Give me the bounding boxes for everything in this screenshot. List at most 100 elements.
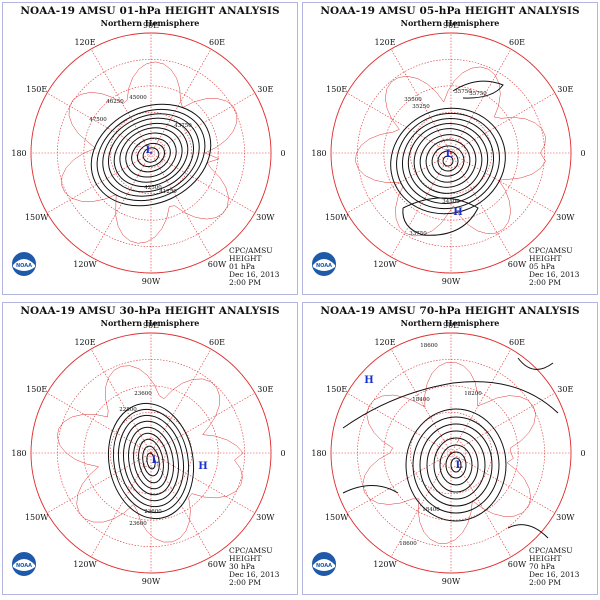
longitude-label: 90W — [142, 577, 161, 586]
meridian-line — [450, 348, 512, 454]
height-contour — [405, 408, 507, 522]
meridian-line — [46, 392, 152, 454]
map-boundary — [330, 332, 572, 574]
meridian-line — [150, 48, 212, 154]
contour-label: 35250 — [412, 104, 430, 110]
longitude-label: 120E — [74, 338, 95, 347]
coastline — [355, 66, 546, 237]
meridian-line — [46, 452, 152, 514]
polar-height-map: 90E 60E 30E 0 30W 60W 90W 120W 150W 180 150E 120E 47… — [11, 21, 285, 286]
logo-text: NOAA — [16, 263, 32, 269]
height-contour — [439, 444, 473, 486]
logo-text: NOAA — [316, 563, 332, 569]
map-info-block: CPC/AMSU HEIGHT 70 hPa Dec 16, 2013 2:00… — [529, 547, 579, 587]
longitude-label: 90E — [443, 321, 459, 330]
logo-bird — [13, 559, 35, 571]
contour-label: 22800 — [119, 407, 137, 413]
longitude-label: 90W — [142, 277, 161, 286]
longitude-label: 120E — [74, 38, 95, 47]
info-line: 2:00 PM — [529, 278, 561, 287]
info-line: CPC/AMSU — [529, 546, 573, 555]
longitude-label: 90E — [443, 21, 459, 30]
height-contour — [142, 445, 160, 477]
info-line: CPC/AMSU — [229, 246, 273, 255]
longitude-label: 150E — [26, 85, 47, 94]
height-contour — [107, 402, 195, 520]
panel-subtitle: Northern Hemisphere — [400, 18, 500, 28]
meridian-line — [150, 92, 256, 154]
contour-label: 18200 — [464, 391, 482, 397]
contour-label: 33750 — [409, 231, 427, 237]
longitude-label: 120W — [373, 560, 397, 569]
info-line: 01 hPa — [229, 262, 255, 271]
panel-title: NOAA-19 AMSU 05-hPa HEIGHT ANALYSIS — [320, 5, 580, 17]
height-contour — [517, 357, 554, 370]
contour-label: 42500 — [144, 185, 162, 191]
longitude-label: 60W — [508, 560, 527, 569]
height-contour — [123, 420, 179, 502]
longitude-label: 60E — [209, 38, 225, 47]
low-center-marker: L — [151, 455, 158, 466]
contour-label: 46250 — [106, 99, 124, 105]
contour-label: 23600 — [129, 521, 147, 527]
longitude-label: 150W — [325, 513, 349, 522]
high-center-marker: H — [198, 461, 207, 472]
polar-height-map: 90E 60E 30E 0 30W 60W 90W 120W 150W 180 150E 120E 23… — [11, 321, 285, 586]
longitude-label: 0 — [580, 449, 585, 458]
longitude-label: 90E — [143, 21, 159, 30]
contour-label: 18400 — [422, 507, 440, 513]
noaa-logo-icon: NOAA — [311, 551, 337, 577]
longitude-label: 60W — [508, 260, 527, 269]
height-contour — [442, 155, 454, 167]
info-line: 70 hPa — [529, 562, 555, 571]
longitude-label: 120W — [373, 260, 397, 269]
contour-label: 35750 — [454, 89, 472, 95]
longitude-label: 90W — [442, 577, 461, 586]
height-contour — [413, 128, 483, 194]
height-contour — [390, 107, 506, 215]
longitude-label: 180 — [11, 149, 26, 158]
logo-bird — [313, 559, 335, 571]
latitude-circle — [136, 438, 166, 468]
longitude-label: 30E — [557, 85, 573, 94]
meridian-line — [450, 48, 512, 154]
contour-label: 23600 — [134, 391, 152, 397]
map-info-block: CPC/AMSU HEIGHT 01 hPa Dec 16, 2013 2:00… — [229, 247, 279, 287]
meridian-line — [450, 92, 556, 154]
height-contour — [431, 145, 465, 177]
height-contour — [136, 142, 166, 168]
height-contour — [119, 127, 183, 183]
info-line: 2:00 PM — [229, 578, 261, 587]
latitude-circle — [409, 411, 493, 495]
longitude-label: 180 — [311, 149, 326, 158]
meridian-line — [46, 92, 152, 154]
meridian-line — [450, 392, 556, 454]
panel-subtitle: Northern Hemisphere — [400, 318, 500, 328]
height-contour — [396, 112, 500, 210]
longitude-label: 60E — [509, 338, 525, 347]
contour-label: 18600 — [399, 541, 417, 547]
height-contour — [402, 197, 479, 236]
logo-bird — [313, 259, 335, 271]
longitude-label: 0 — [280, 149, 285, 158]
contour-label: 18400 — [412, 397, 430, 403]
map-boundary — [330, 32, 572, 274]
contour-label: 18600 — [420, 343, 438, 349]
coastline — [61, 61, 238, 244]
map-panel-30hpa: NOAA-19 AMSU 30-hPa HEIGHT ANALYSIS Nort… — [2, 302, 298, 595]
meridian-line — [450, 152, 556, 214]
longitude-label: 120E — [374, 38, 395, 47]
polar-height-map: 90E 60E 30E 0 30W 60W 90W 120W 150W 180 150E 120E 18… — [311, 321, 585, 586]
info-line: 05 hPa — [529, 262, 555, 271]
contour-label: 45000 — [129, 95, 147, 101]
info-line: HEIGHT — [529, 554, 562, 563]
logo-text: NOAA — [16, 563, 32, 569]
longitude-label: 60E — [209, 338, 225, 347]
height-contour — [142, 147, 160, 163]
info-line: HEIGHT — [529, 254, 562, 263]
contour-label: 23600 — [144, 509, 162, 515]
height-contour — [342, 381, 559, 429]
panel-title: NOAA-19 AMSU 30-hPa HEIGHT ANALYSIS — [20, 305, 280, 317]
info-line: HEIGHT — [229, 554, 262, 563]
meridian-line — [390, 152, 452, 258]
